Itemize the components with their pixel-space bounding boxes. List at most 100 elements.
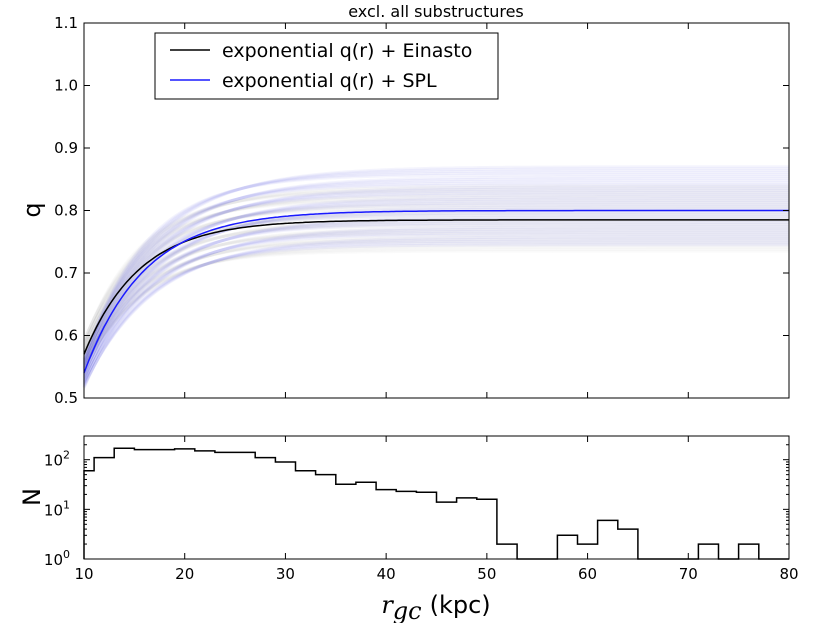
band-curve: [82, 175, 789, 364]
band-curve: [82, 165, 789, 360]
band-curve: [82, 179, 789, 365]
y-tick-label: 1.0: [54, 77, 78, 95]
band-curve: [82, 207, 789, 376]
band-curve: [82, 242, 789, 368]
x-tick-label: 60: [578, 565, 597, 583]
band-curve: [82, 177, 789, 364]
x-tick-label: 50: [477, 565, 496, 583]
band-curve: [82, 236, 789, 364]
band-curve: [82, 205, 789, 351]
band-curve: [82, 225, 789, 382]
band-curve: [82, 235, 789, 386]
x-tick-label: 10: [74, 565, 93, 583]
band-curve: [82, 181, 789, 366]
band-curve: [82, 237, 789, 387]
band-curve: [82, 231, 789, 385]
bottom-plot-frame: [83, 435, 790, 560]
y-tick-label: 101: [44, 498, 70, 519]
band-curve: [82, 200, 789, 349]
top-panel: excl. all substructures 0.5 0.6 0.7 0.8 0.9 1…: [18, 2, 790, 407]
y-tick-label: 1.1: [54, 14, 78, 32]
band-curve: [82, 227, 789, 361]
band-curve: [82, 246, 789, 369]
y-axis-label-q: q: [18, 202, 46, 217]
band-curve: [82, 185, 789, 367]
line-einasto: [83, 219, 789, 355]
band-curve: [82, 229, 789, 384]
band-curve: [82, 243, 789, 389]
band-curve: [82, 231, 789, 362]
band-curve: [82, 219, 789, 380]
band-curve: [82, 237, 789, 365]
line-spl: [83, 209, 789, 374]
band-curve: [82, 229, 789, 361]
band-curve: [82, 239, 789, 388]
legend-label-einasto: exponential q(r) + Einasto: [222, 40, 472, 62]
band-curve: [82, 199, 789, 348]
band-curve: [82, 205, 789, 375]
band-curve: [82, 224, 789, 359]
band-curve: [82, 191, 789, 370]
band-curve: [82, 185, 789, 342]
band-curve: [82, 244, 789, 368]
band-curve: [82, 194, 789, 346]
band-curve: [82, 197, 789, 372]
band-curve: [82, 227, 789, 383]
bottom-axis-ticks: 100 101 102 10 20 30 40 50 60 70 80: [44, 435, 799, 583]
band-curve: [82, 234, 789, 364]
band-curve: [82, 187, 789, 368]
band-curve: [82, 207, 789, 352]
x-tick-label: 80: [779, 565, 798, 583]
histogram: [83, 447, 789, 560]
y-tick-label: 0.9: [54, 139, 78, 157]
band-curve: [82, 241, 789, 388]
x-tick-label: 30: [276, 565, 295, 583]
band-curve: [82, 190, 789, 344]
x-tick-label: 40: [377, 565, 396, 583]
bottom-panel: 100 101 102 10 20 30 40 50 60 70 80 N rgc (kpc): [18, 435, 799, 623]
uncertainty-bands: [82, 165, 789, 389]
x-label-r: r: [381, 591, 394, 619]
band-curve: [82, 210, 789, 353]
band-curve: [82, 167, 789, 361]
y-tick-label: 0.7: [54, 264, 78, 282]
band-curve: [82, 239, 789, 366]
band-curve: [82, 221, 789, 358]
band-curve: [82, 223, 789, 382]
y-tick-label: 0.6: [54, 327, 78, 345]
band-curve: [82, 222, 789, 358]
histogram-steps: [83, 447, 789, 560]
model-lines: [83, 209, 789, 374]
y-axis-label-n: N: [18, 488, 46, 506]
band-curve: [82, 169, 789, 361]
band-curve: [82, 183, 789, 366]
band-curve: [82, 195, 789, 371]
legend: exponential q(r) + Einasto exponential q…: [154, 32, 499, 100]
band-curve: [82, 233, 789, 385]
x-tick-label: 70: [679, 565, 698, 583]
x-label-unit: (kpc): [430, 591, 491, 619]
band-curve: [82, 173, 789, 363]
band-curve: [82, 203, 789, 374]
band-curve: [82, 221, 789, 381]
band-curve: [82, 202, 789, 349]
x-tick-label: 20: [175, 565, 194, 583]
band-curve: [82, 215, 789, 379]
y-tick-label: 100: [44, 548, 70, 569]
band-curve: [82, 193, 789, 370]
band-curve: [82, 249, 789, 370]
band-curve: [82, 213, 789, 378]
band-curve: [82, 211, 789, 377]
band-curve: [82, 226, 789, 360]
y-tick-label: 0.8: [54, 202, 78, 220]
legend-box: [154, 32, 499, 100]
band-curve: [82, 189, 789, 369]
legend-label-spl: exponential q(r) + SPL: [222, 70, 437, 92]
band-curve: [82, 212, 789, 354]
band-curve: [82, 171, 789, 362]
x-label-subscript: gc: [393, 597, 422, 623]
band-curve: [82, 187, 789, 343]
band-curve: [82, 241, 789, 367]
band-curve: [82, 201, 789, 373]
band-curve: [82, 197, 789, 347]
